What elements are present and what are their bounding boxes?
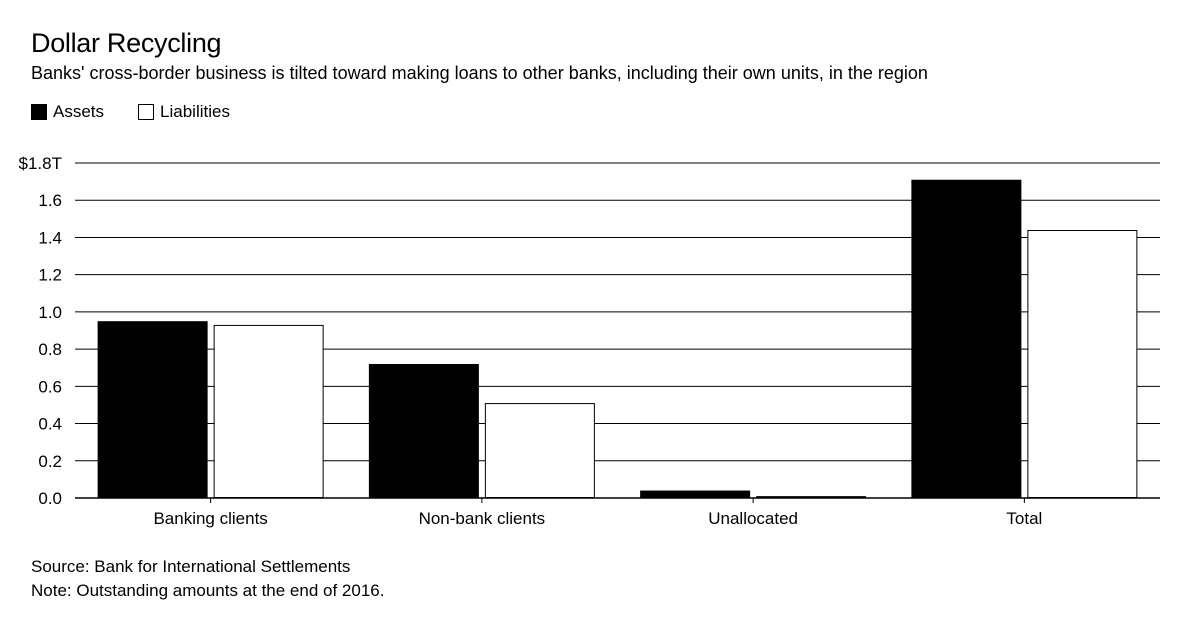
y-tick-label: 0.2 (38, 452, 62, 471)
legend-label-assets: Assets (53, 102, 105, 121)
bar-assets (911, 179, 1022, 498)
bar-assets (640, 490, 751, 498)
x-tick-label: Banking clients (153, 509, 267, 528)
y-tick-label: 0.0 (38, 489, 62, 508)
legend: Assets Liabilities (31, 102, 264, 122)
bar-assets (97, 321, 208, 499)
legend-label-liabilities: Liabilities (160, 102, 230, 121)
source-note: Source: Bank for International Settlemen… (31, 557, 351, 576)
chart-subtitle: Banks' cross-border business is tilted t… (31, 63, 928, 83)
bar-assets (368, 364, 479, 498)
bar-liabilities (484, 403, 595, 499)
legend-swatch-assets (31, 104, 47, 120)
x-tick-label: Non-bank clients (419, 509, 546, 528)
y-tick-label: 0.4 (38, 415, 62, 434)
y-tick-label: 1.4 (38, 228, 62, 247)
footnote: Note: Outstanding amounts at the end of … (31, 581, 385, 600)
y-tick-label: 1.2 (38, 266, 62, 285)
x-tick-label: Unallocated (708, 509, 798, 528)
bar-liabilities (213, 324, 324, 498)
bar-liabilities (1027, 230, 1138, 498)
y-tick-label: $1.8T (19, 154, 62, 173)
y-tick-label: 0.6 (38, 377, 62, 396)
y-tick-label: 1.6 (38, 191, 62, 210)
x-tick-label: Total (1006, 509, 1042, 528)
y-tick-label: 0.8 (38, 340, 62, 359)
legend-item-assets: Assets (31, 102, 104, 122)
y-tick-label: 1.0 (38, 303, 62, 322)
legend-item-liabilities: Liabilities (138, 102, 230, 122)
legend-swatch-liabilities (138, 104, 155, 120)
chart-title: Dollar Recycling (31, 28, 222, 58)
